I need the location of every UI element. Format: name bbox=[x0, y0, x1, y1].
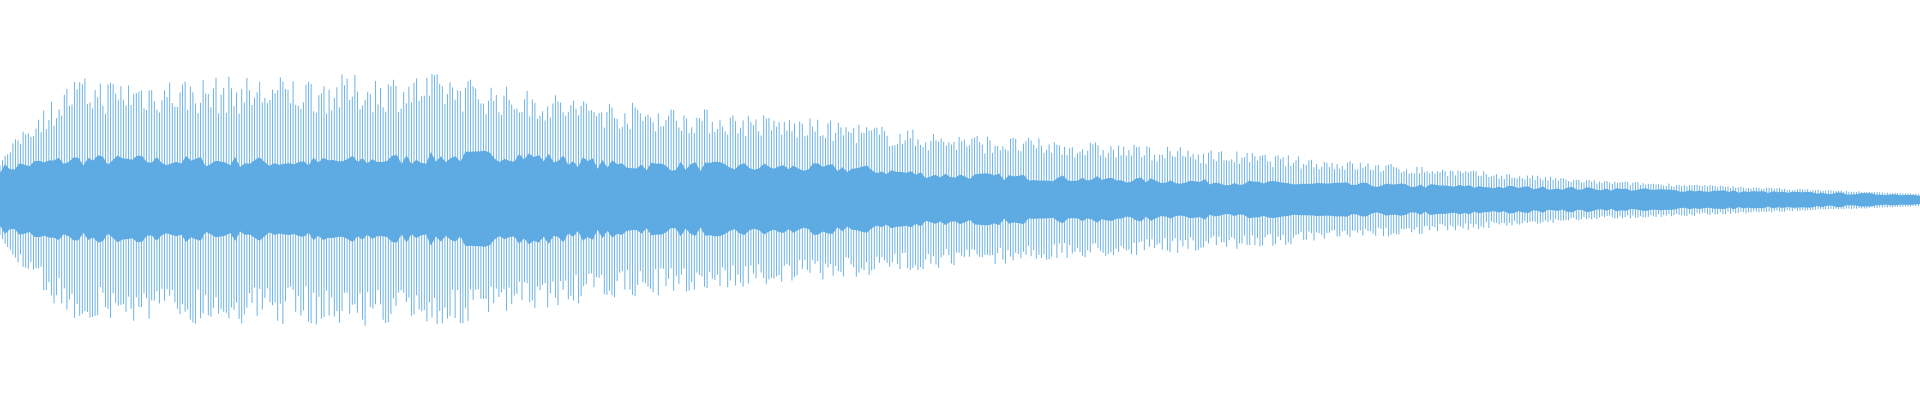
waveform-strokes bbox=[0, 73, 1919, 326]
waveform-band bbox=[0, 150, 1920, 247]
waveform bbox=[0, 73, 1920, 326]
